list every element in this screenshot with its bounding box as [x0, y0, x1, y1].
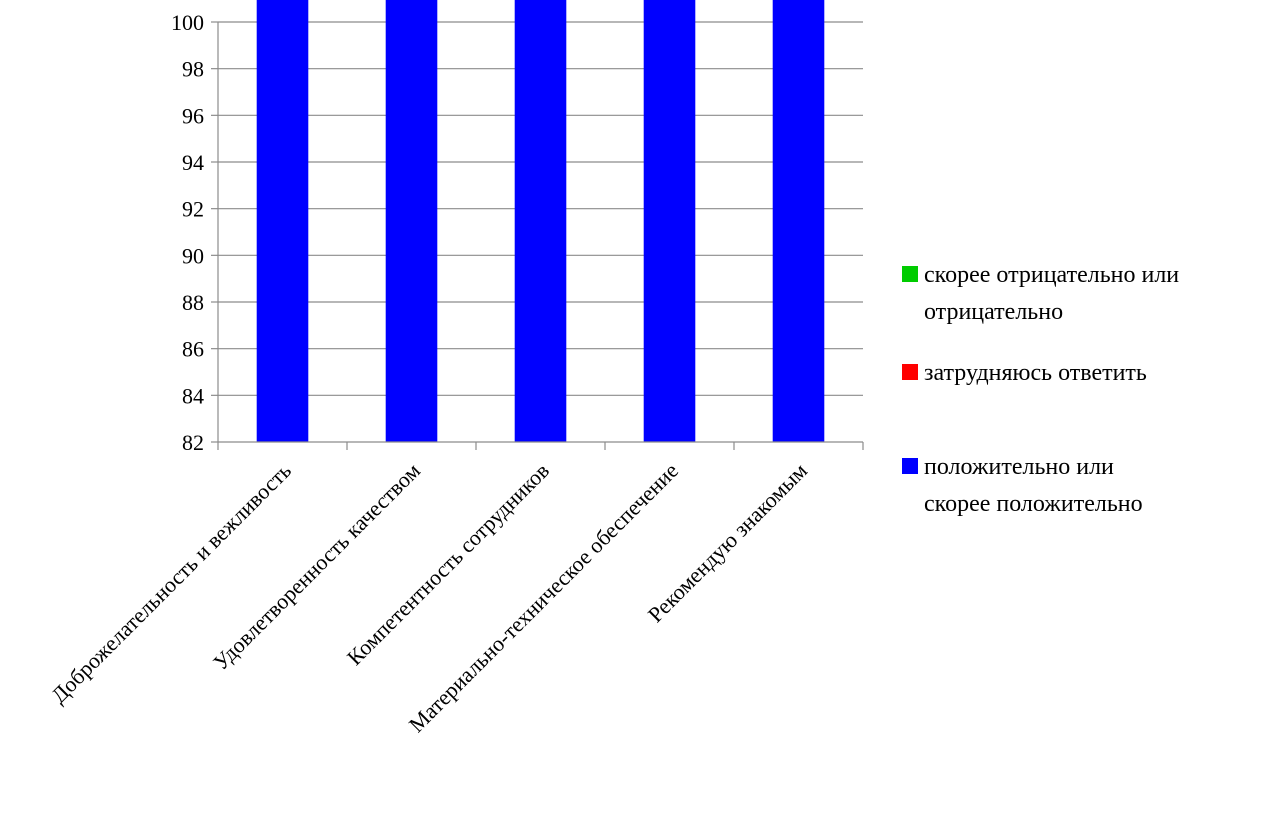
y-tick-label: 84	[182, 383, 204, 408]
axes	[211, 21, 864, 450]
bar-segment	[643, 0, 696, 442]
y-tick-label: 100	[171, 10, 204, 35]
category-label: Материально-техническое обеспечение	[404, 458, 683, 737]
y-tick-label: 96	[182, 103, 204, 128]
y-tick-label: 90	[182, 243, 204, 268]
legend-label: скорее положительно	[924, 491, 1143, 517]
legend-swatch	[902, 266, 918, 282]
y-tick-label: 82	[182, 430, 204, 455]
legend-label: скорее отрицательно или	[924, 262, 1179, 288]
legend-swatch	[902, 364, 918, 380]
x-tick-labels: Доброжелательность и вежливостьУдовлетво…	[46, 458, 812, 737]
category-label: Доброжелательность и вежливость	[46, 458, 296, 708]
y-tick-label: 98	[182, 57, 204, 82]
legend-label: отрицательно	[924, 299, 1063, 325]
category-label: Компетентность сотрудников	[342, 458, 554, 670]
y-tick-label: 94	[182, 150, 204, 175]
bars	[256, 0, 825, 443]
y-tick-label: 92	[182, 197, 204, 222]
legend-swatch	[902, 458, 918, 474]
legend-label: затрудняюсь ответить	[924, 360, 1147, 386]
y-tick-label: 88	[182, 290, 204, 315]
legend-label: положительно или	[924, 454, 1114, 480]
bar-segment	[514, 0, 567, 443]
legend: скорее отрицательно или отрицательно затру…	[902, 262, 1179, 517]
y-tick-labels: 82 84 86 88 90 92 94 96 98 100	[171, 10, 204, 455]
y-tick-label: 86	[182, 337, 204, 362]
bar-segment	[385, 0, 438, 442]
bar-segment	[772, 0, 825, 443]
bar-segment	[256, 0, 309, 443]
category-label: Удовлетворенность качеством	[208, 458, 425, 675]
